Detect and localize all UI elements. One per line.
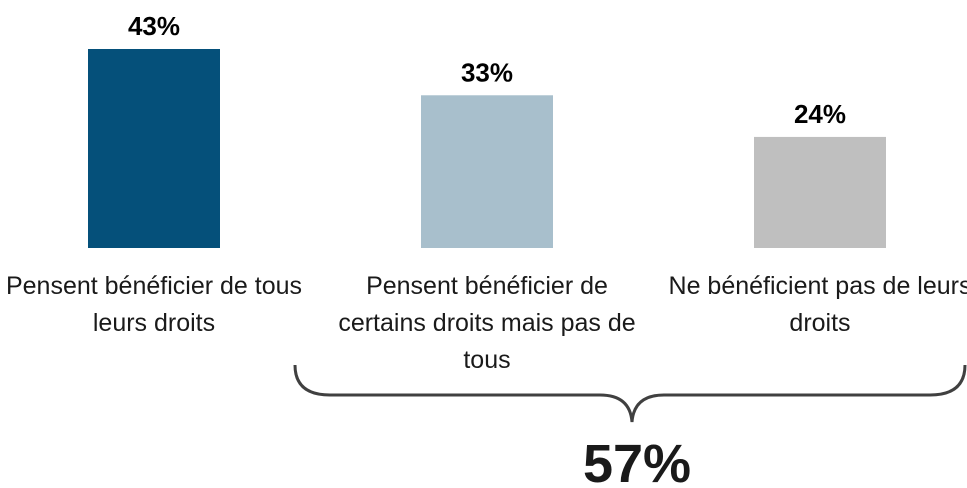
category-label: Ne bénéficient pas de leurs droits [668, 272, 967, 337]
total-annotation: 57% [583, 434, 691, 488]
bar [421, 95, 553, 248]
value-label: 43% [128, 11, 180, 41]
bar [88, 49, 220, 248]
value-label: 33% [461, 57, 513, 87]
value-label: 24% [794, 99, 846, 129]
category-label: Pensent bénéficier de tous leurs droits [5, 272, 303, 337]
bar [754, 136, 886, 248]
category-label: Pensent bénéficier de certains droits ma… [338, 272, 636, 374]
brace [293, 364, 967, 423]
